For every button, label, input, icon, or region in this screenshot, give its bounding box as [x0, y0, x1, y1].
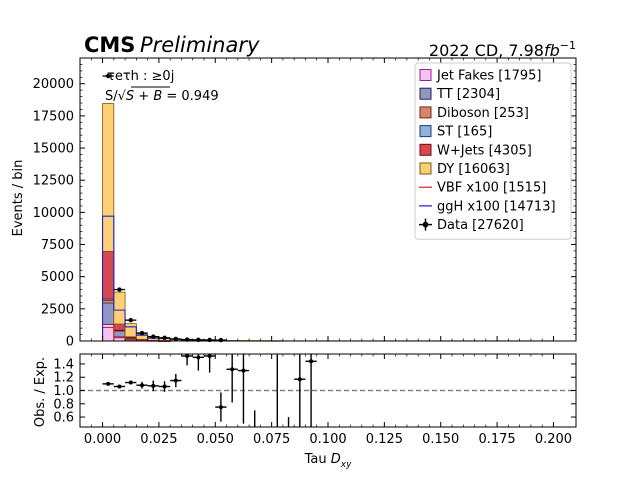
- main-axes: 0 2500 5000 7500 10000 12500 15000 17500 20000: [33, 57, 577, 350]
- legend-label-dy: DY [16063]: [437, 162, 510, 177]
- main-ytick-label-0: 0: [66, 335, 74, 350]
- significance-label: S/√S + B = 0.949: [105, 86, 219, 104]
- ratio-point-1: [117, 384, 122, 389]
- lumi-exp: −1: [560, 39, 576, 52]
- legend-swatch-data-dot: [422, 221, 429, 228]
- legend-swatch-jet-fakes: [419, 69, 432, 81]
- data-point-3: [139, 330, 145, 336]
- legend-swatch-dy: [419, 162, 432, 175]
- ratio-xtick-label-4: 0.100: [309, 432, 346, 447]
- main-ytick-label-6: 15000: [33, 142, 74, 157]
- significance-prefix: S/√: [105, 89, 127, 104]
- ratio-point-16: [297, 377, 302, 382]
- main-ytick-label-3: 7500: [41, 238, 74, 253]
- bar-tt-bin-0: [102, 302, 115, 325]
- data-point-9: [207, 337, 212, 343]
- ratio-point-6: [173, 378, 178, 383]
- bar-dy-bin-2: [124, 323, 137, 338]
- legend-label-jet-fakes: Jet Fakes [1795]: [436, 69, 542, 84]
- ratio-point-2: [128, 380, 133, 385]
- ratio-xtick-label-2: 0.050: [197, 432, 234, 447]
- lumi-prefix: 2022 CD, 7.98: [429, 41, 544, 60]
- bar-w-jets-bin-0: [102, 251, 115, 300]
- x-axis-label-var: D: [331, 452, 341, 467]
- data-point-2: [128, 317, 133, 323]
- legend-swatch-diboson: [419, 106, 432, 119]
- main-ytick-label-4: 10000: [33, 206, 74, 221]
- significance-radicand: S + B: [126, 89, 162, 104]
- ratio-panel: [80, 353, 576, 427]
- ratio-point-5: [162, 384, 167, 389]
- significance-value: = 0.949: [162, 89, 218, 104]
- bar-tt-bin-1: [113, 330, 126, 338]
- ratio-ytick-label-4: 1.4: [53, 357, 74, 372]
- ratio-point-12: [241, 368, 246, 373]
- main-ytick-label-1: 2500: [41, 302, 74, 317]
- ratio-xtick-label-1: 0.025: [140, 432, 177, 447]
- legend-label-diboson: Diboson [253]: [437, 106, 529, 121]
- legend-swatch-st: [419, 125, 432, 138]
- svg-text:S/√S + B = 0.949: S/√S + B = 0.949: [105, 89, 219, 104]
- data-point-5: [162, 335, 167, 340]
- legend-swatch-w-jets: [419, 143, 432, 156]
- lumi-unit: fb: [544, 41, 560, 60]
- legend-swatch-tt: [419, 87, 432, 100]
- ratio-point-8: [196, 355, 201, 360]
- main-ytick-label-8: 20000: [33, 77, 74, 92]
- bar-jet-fakes-bin-0: [102, 323, 115, 342]
- main-histogram: [101, 73, 554, 343]
- ratio-y-axis-label: Obs. / Exp.: [33, 357, 48, 427]
- cms-label: CMS: [84, 33, 135, 57]
- svg-text:2022 CD, 7.98fb−1: 2022 CD, 7.98fb−1: [429, 39, 576, 60]
- lumi-label: 2022 CD, 7.98fb−1: [429, 39, 576, 60]
- legend-label-tt: TT [2304]: [436, 87, 500, 102]
- ratio-xtick-label-5: 0.125: [366, 432, 403, 447]
- legend-label-data: Data [27620]: [437, 218, 524, 233]
- ratio-point-3: [140, 383, 144, 388]
- legend-frame: [414, 62, 572, 240]
- svg-text:Tau Dxy: Tau Dxy: [304, 452, 352, 470]
- ratio-ytick-label-1: 0.8: [53, 397, 74, 412]
- ratio-ytick-label-3: 1.2: [53, 371, 74, 386]
- ratio-xtick-label-7: 0.175: [478, 432, 515, 447]
- ratio-ytick-label-2: 1.0: [53, 384, 74, 399]
- ratio-point-4: [151, 383, 156, 388]
- ratio-point-17: [309, 359, 314, 364]
- ratio-point-7: [185, 353, 190, 358]
- data-point-6: [173, 336, 179, 342]
- ratio-xtick-label-6: 0.150: [422, 432, 459, 447]
- ratio-point-9: [207, 353, 212, 358]
- ratio-xtick-label-0: 0.000: [84, 432, 121, 447]
- y-axis-label: Events / bin: [11, 160, 26, 237]
- ratio-axes: 0.60.81.01.21.4 0.000 0.025 0.050 0.075 0.100…: [53, 353, 577, 447]
- ratio-point-0: [106, 381, 111, 386]
- bar-dy-bin-0: [102, 103, 115, 252]
- legend-label-st: ST [165]: [437, 125, 492, 140]
- x-axis-label-sub: xy: [340, 460, 352, 470]
- legend-label-vbf-x100: VBF x100 [1515]: [437, 181, 546, 196]
- preliminary-label: Preliminary: [140, 33, 260, 57]
- ratio-xtick-label-8: 0.200: [535, 432, 572, 447]
- bar-w-jets-bin-1: [113, 323, 126, 331]
- main-ytick-label-7: 17500: [33, 109, 74, 124]
- legend-label-w-jets: W+Jets [4305]: [437, 143, 532, 158]
- data-point-10: [218, 337, 224, 343]
- ratio-xtick-label-3: 0.075: [253, 432, 290, 447]
- ratio-point-10: [218, 405, 223, 410]
- x-axis-label-prefix: Tau: [304, 452, 331, 467]
- main-ytick-label-2: 5000: [41, 270, 74, 285]
- ratio-ytick-label-0: 0.6: [53, 411, 74, 426]
- data-point-0: [105, 73, 111, 79]
- category-label: τeτh : ≥0j: [107, 69, 174, 84]
- legend-label-ggh-x100: ggH x100 [14713]: [437, 199, 556, 214]
- ratio-point-11: [230, 367, 235, 372]
- data-point-1: [117, 287, 122, 292]
- bar-dy-bin-1: [113, 291, 126, 325]
- x-axis-label: Tau Dxy: [304, 452, 352, 470]
- main-ytick-label-5: 12500: [33, 174, 74, 189]
- legend: Jet Fakes [1795] TT [2304] Diboson [253] ST…: [414, 62, 572, 240]
- data-point-4: [151, 334, 156, 339]
